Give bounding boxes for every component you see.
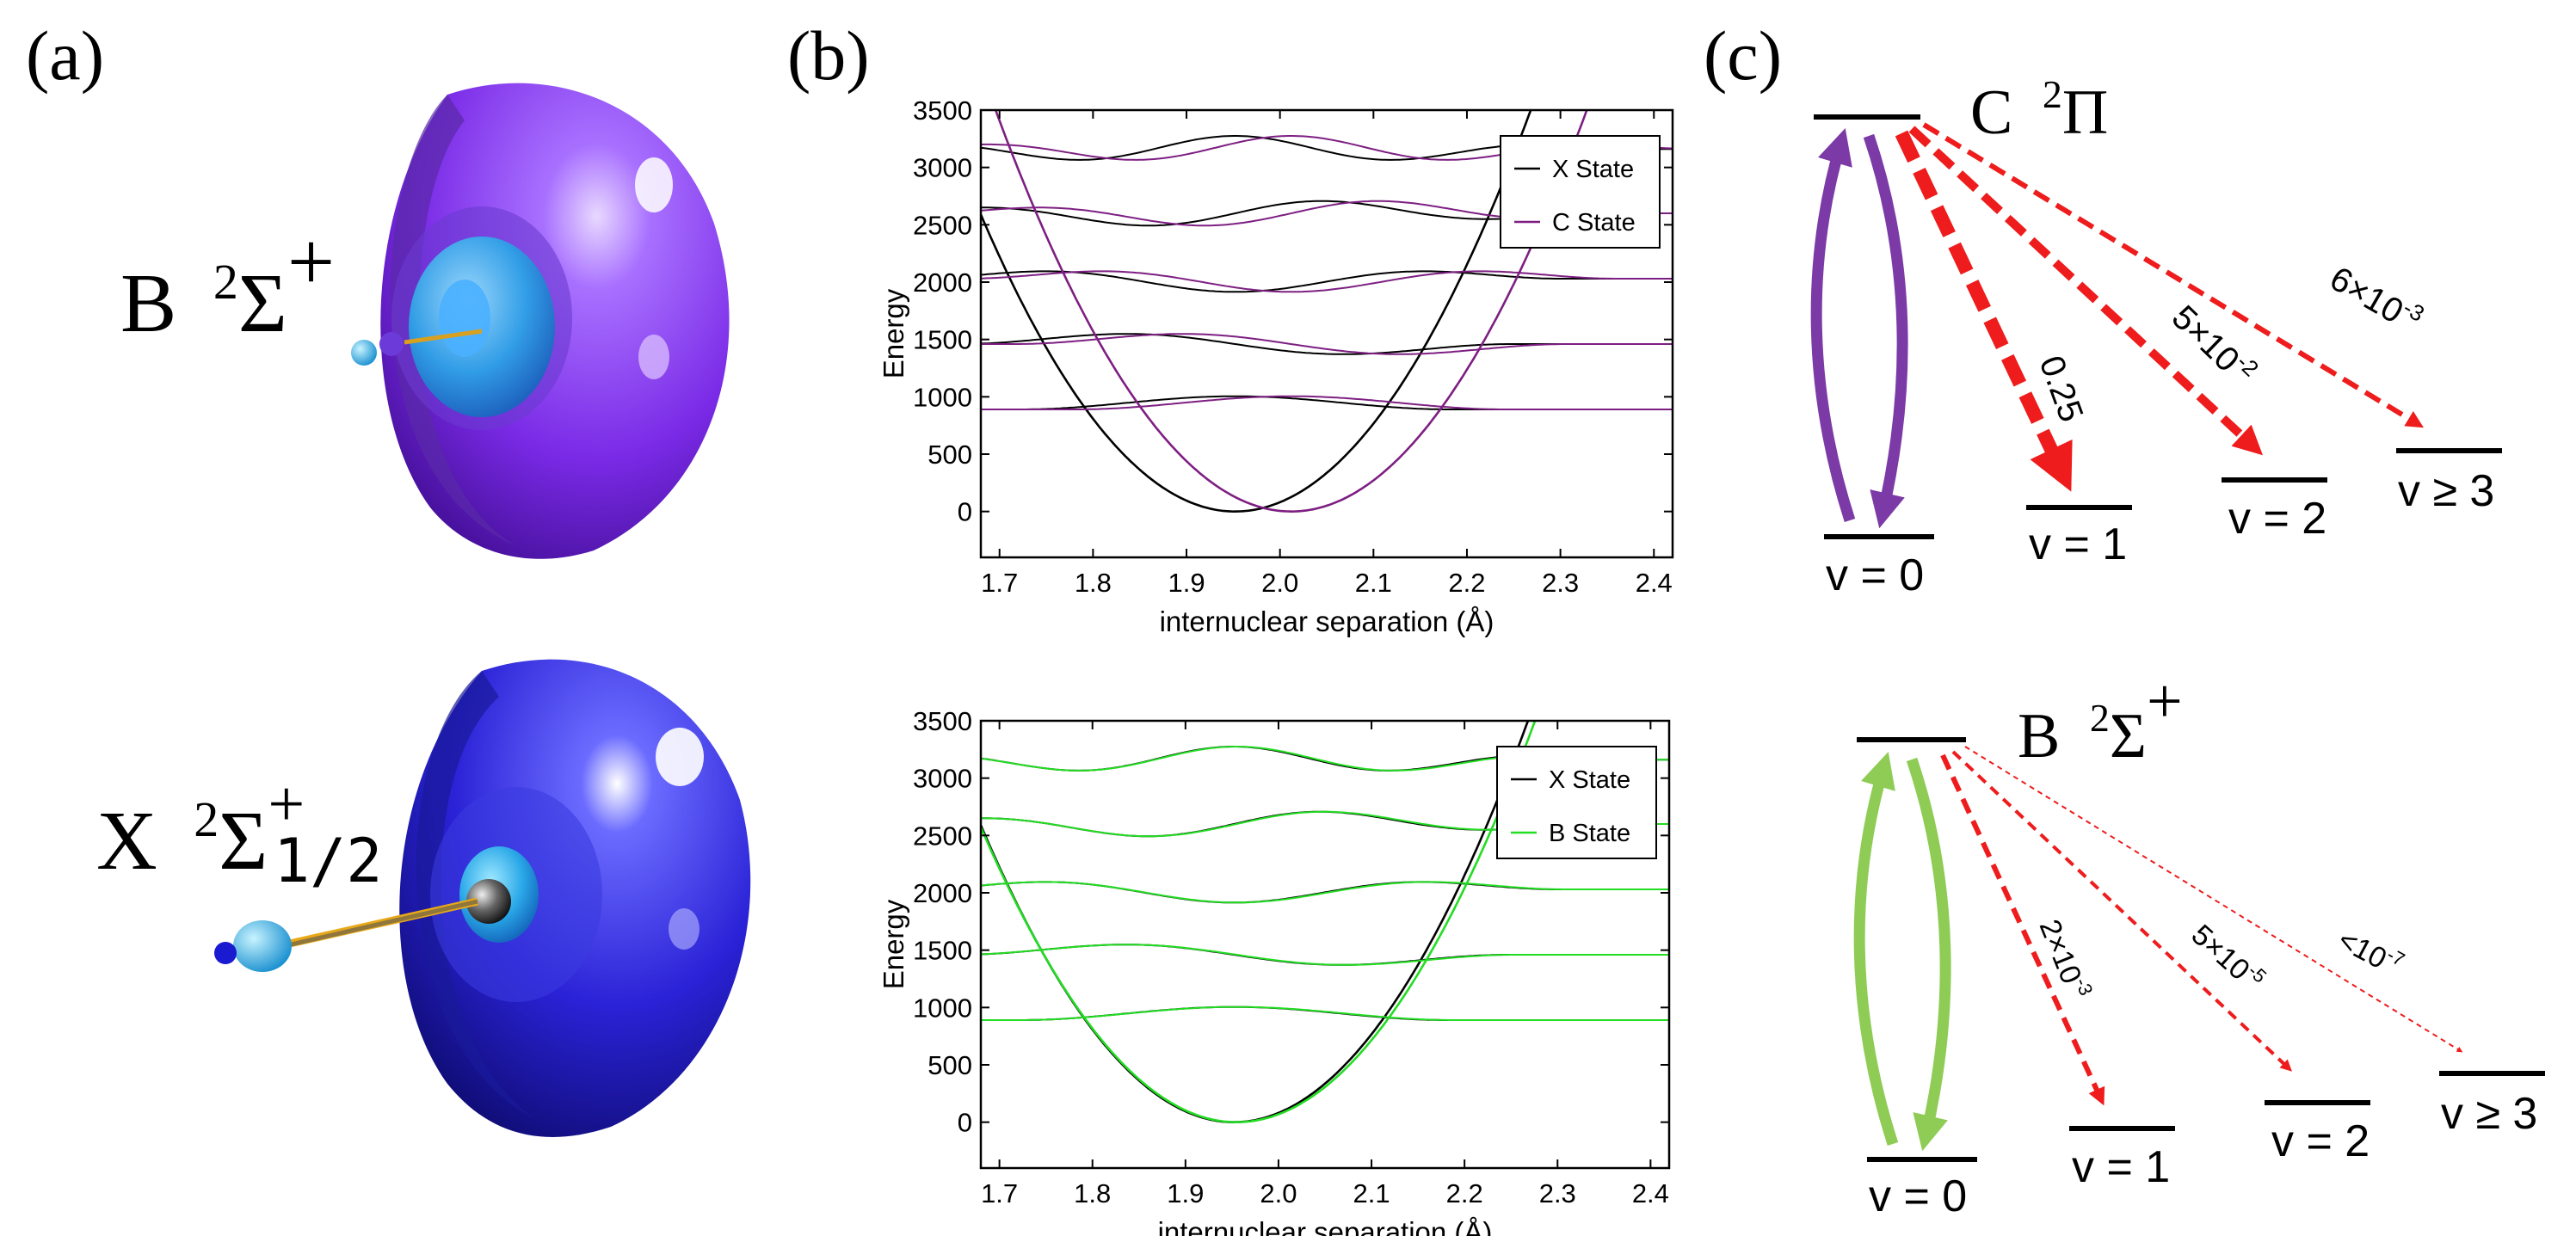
branching-b-v2: 5×10-5 [2185,916,2271,999]
ytick-label: 500 [927,440,972,470]
potential-chart-x-b: 0 500 1000 1500 2000 2500 3000 3500 1.7 1.8 1.9 2.0… [878,706,1671,1236]
arrow-c-decay-v1 [1895,130,2073,492]
wavefunction-1-v0 [981,1005,1669,1021]
plot-area [981,110,1673,513]
legend-entry-0: X State [1552,156,1634,183]
ytick-label: 3500 [913,706,972,736]
level-label-c-v1: v = 1 [2029,520,2127,569]
wavefunction-1-v1 [981,944,1669,966]
state-label-x-sigma: X 2Σ+ [96,768,305,888]
xtick-label: 2.0 [1260,1178,1297,1208]
xtick-label: 2.4 [1636,568,1673,598]
x-axis-label: internuclear separation (Å) [1158,1216,1493,1236]
potential-curve-1 [994,110,1588,513]
xtick-label: 1.7 [981,1178,1018,1208]
panel-label-b: (b) [787,16,870,95]
level-label-c-v2: v = 2 [2228,494,2326,544]
xtick-label: 2.0 [1261,568,1298,598]
legend-box [1496,746,1657,859]
level-label-b-v1: v = 1 [2072,1142,2170,1192]
xtick-label: 2.1 [1353,1178,1390,1208]
xtick-label: 2.3 [1539,1178,1576,1208]
xtick-label: 2.2 [1446,1178,1483,1208]
decay-diagram-c-state: C 2Π v = 0 v = 1 v = 2 v ≥ 3 0.25 5×10-2… [1810,72,2502,600]
arrow-b-excitation [1853,752,1899,1146]
panel-a: (a) [26,16,751,1137]
wavefunction-0-v2 [981,270,1673,293]
arrow-b-decay-v0 [1906,757,1951,1152]
legend: X State C State [1500,135,1661,249]
xtick-label: 2.4 [1632,1178,1669,1208]
xtick-label: 1.8 [1075,568,1112,598]
potential-curve-1 [981,721,1537,1124]
state-label-x-subscript: 1/2 [274,826,382,896]
panel-label-a: (a) [26,16,104,95]
ytick-label: 0 [958,1108,972,1138]
level-label-b-v2: v = 2 [2271,1116,2370,1166]
xtick-label: 1.8 [1074,1178,1111,1208]
ytick-label: 1500 [913,325,972,355]
arrow-c-decay-v2 [1908,126,2263,456]
arrow-b-decay-v3 [1964,746,2463,1053]
arrow-b-decay-v1 [1940,753,2105,1106]
potential-chart-x-c: 0 500 1000 1500 2000 2500 3000 3500 1.7 1.8 1.9 2.0… [878,95,1674,637]
orbital-image-x-state [214,659,751,1137]
wavefunction-1-v0 [981,395,1673,410]
plot-frame [979,719,1671,1170]
ytick-label: 1500 [913,936,972,966]
level-label-c-v0: v = 0 [1826,550,1924,600]
ytick-label: 2500 [913,210,972,240]
y-axis-label: Energy [878,899,909,989]
ytick-label: 3500 [913,95,972,126]
xtick-label: 2.3 [1542,568,1579,598]
ytick-label: 3000 [913,764,972,794]
xtick-label: 2.1 [1355,568,1392,598]
branching-b-v1: 2×10-3 [2033,913,2098,1004]
potential-curve-0 [981,110,1532,513]
arrow-c-decay-v0 [1863,133,1908,529]
plot-frame [979,108,1674,559]
wavefunction-1-v1 [981,333,1673,355]
ytick-label: 500 [927,1050,972,1080]
ytick-label: 1000 [913,993,972,1023]
level-label-c-v3: v ≥ 3 [2398,466,2494,516]
branching-c-v3: 6×10-3 [2324,255,2430,341]
ytick-label: 1000 [913,382,972,412]
legend-entry-1: B State [1549,820,1630,847]
xtick-label: 2.2 [1448,568,1485,598]
level-label-b-v3: v ≥ 3 [2441,1089,2537,1139]
state-label-c-pi: C 2Π [1970,72,2108,148]
branching-b-v3: <10-7 [2333,920,2408,983]
plot-area [981,721,1669,1124]
legend: X State B State [1496,746,1657,859]
arrow-c-decay-v3 [1922,122,2424,428]
xtick-label: 1.9 [1168,568,1205,598]
xtick-label: 1.7 [981,568,1018,598]
ytick-label: 3000 [913,153,972,183]
ytick-label: 2500 [913,821,972,851]
ytick-label: 2000 [913,267,972,298]
arrow-c-excitation [1810,128,1856,522]
xtick-label: 1.9 [1167,1178,1204,1208]
legend-entry-1: C State [1552,209,1636,237]
ytick-label: 2000 [913,878,972,908]
level-label-b-v0: v = 0 [1869,1171,1967,1221]
wavefunction-1-v2 [981,881,1669,904]
ytick-label: 0 [958,497,972,527]
y-axis-label: Energy [878,288,909,378]
legend-box [1500,135,1661,249]
state-label-b-sigma-c: B 2Σ+ [2018,667,2183,772]
decay-diagram-b-state: B 2Σ+ v = 0 v = 1 v = 2 v ≥ 3 2×10-3 5×1… [1853,667,2545,1221]
potential-curve-0 [981,721,1530,1124]
x-axis-label: internuclear separation (Å) [1160,606,1494,637]
panel-label-c: (c) [1704,16,1782,95]
wavefunction-0-v0 [981,395,1673,410]
state-label-b-sigma: B 2Σ+ [120,216,335,350]
arrow-b-decay-v2 [1951,750,2292,1072]
wavefunction-1-v2 [981,270,1673,293]
legend-entry-0: X State [1549,766,1630,794]
orbital-image-b-state [351,83,730,559]
